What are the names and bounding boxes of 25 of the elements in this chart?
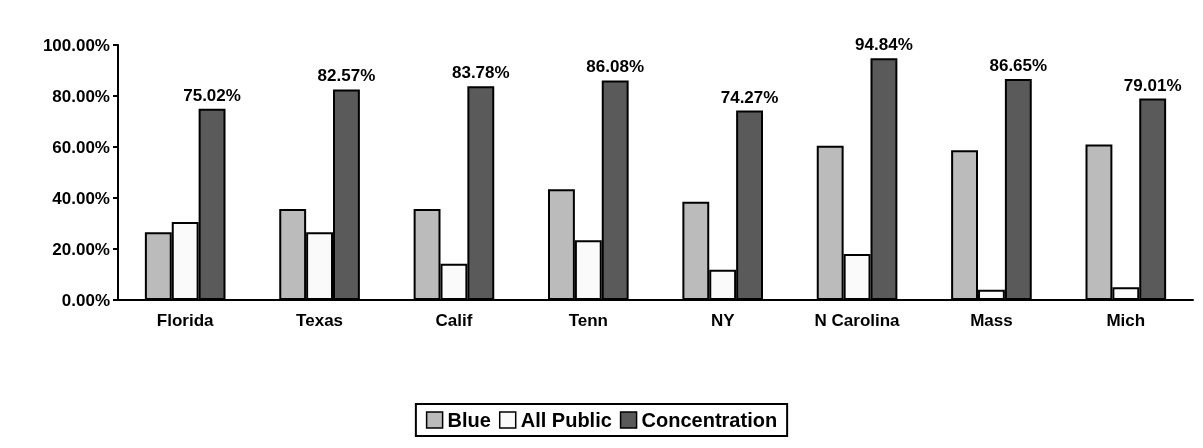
y-tick-label: 80.00% — [52, 86, 110, 106]
x-tick-label: Mass — [970, 311, 1013, 330]
x-tick-label: N Carolina — [814, 311, 901, 330]
data-label: 86.08% — [586, 57, 645, 77]
y-tick-label: 100.00% — [42, 35, 110, 55]
x-tick-label: Mich — [1106, 311, 1146, 330]
data-label: 94.84% — [855, 35, 913, 55]
y-tick-label: 0.00% — [61, 290, 110, 310]
x-tick-label: Florida — [156, 311, 215, 330]
legend-label: Blue — [447, 409, 491, 431]
x-tick-label: Texas — [296, 311, 344, 330]
data-label: 79.01% — [1123, 75, 1182, 95]
legend-label: All Public — [520, 409, 612, 431]
data-label: 86.65% — [989, 56, 1048, 76]
data-label: 83.78% — [451, 63, 510, 83]
x-tick-label: NY — [710, 311, 736, 330]
y-tick-label: 40.00% — [52, 188, 110, 208]
data-label: 82.57% — [317, 66, 376, 86]
x-tick-label: Tenn — [568, 311, 608, 330]
x-tick-label: Calif — [435, 311, 473, 330]
data-label: 75.02% — [183, 85, 241, 105]
y-tick-label: 60.00% — [52, 137, 110, 157]
data-label: 74.27% — [720, 87, 779, 107]
legend-label: Concentration — [641, 409, 778, 431]
y-tick-label: 20.00% — [52, 239, 110, 259]
